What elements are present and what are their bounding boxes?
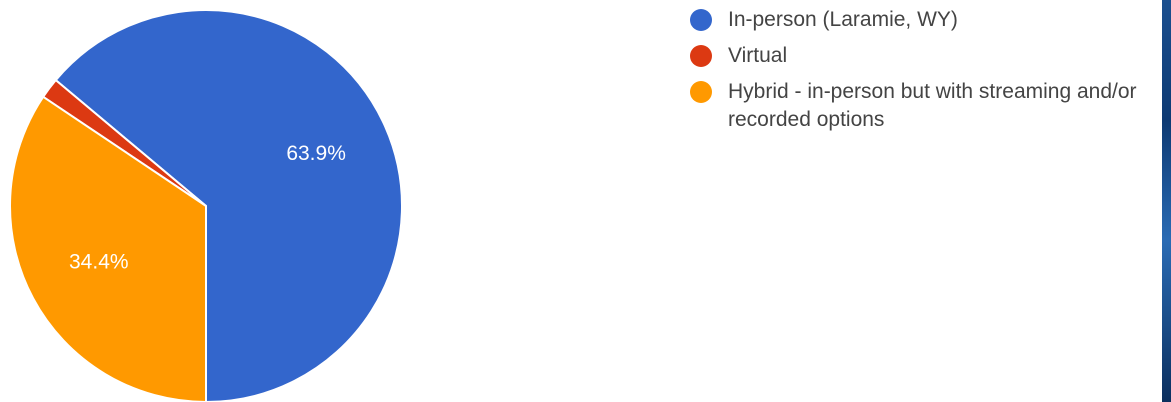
- pie-slice-hybrid[interactable]: [9, 95, 207, 402]
- pie-slice-label-in-person: 63.9%: [286, 142, 346, 165]
- legend-item-virtual[interactable]: Virtual: [690, 42, 1160, 70]
- pie-slices: [9, 9, 403, 402]
- legend-swatch-virtual: [690, 45, 712, 67]
- legend-swatch-in-person: [690, 9, 712, 31]
- legend-label-in-person: In-person (Laramie, WY): [728, 8, 958, 31]
- chart-legend: In-person (Laramie, WY) Virtual Hybrid -…: [690, 6, 1160, 142]
- legend-item-hybrid[interactable]: Hybrid - in-person but with streaming an…: [690, 78, 1160, 134]
- pie-slice-label-hybrid: 34.4%: [69, 251, 129, 274]
- legend-label-virtual: Virtual: [728, 44, 788, 67]
- legend-swatch-hybrid: [690, 81, 712, 103]
- legend-item-in-person[interactable]: In-person (Laramie, WY): [690, 6, 1160, 34]
- pie-chart: 63.9% 34.4%: [9, 9, 403, 402]
- pie-slice-labels: 63.9% 34.4%: [69, 142, 346, 274]
- pie-slice-in-person[interactable]: [54, 9, 403, 402]
- decorative-edge-strip: [1162, 0, 1171, 402]
- legend-label-hybrid: Hybrid - in-person but with streaming an…: [728, 80, 1137, 131]
